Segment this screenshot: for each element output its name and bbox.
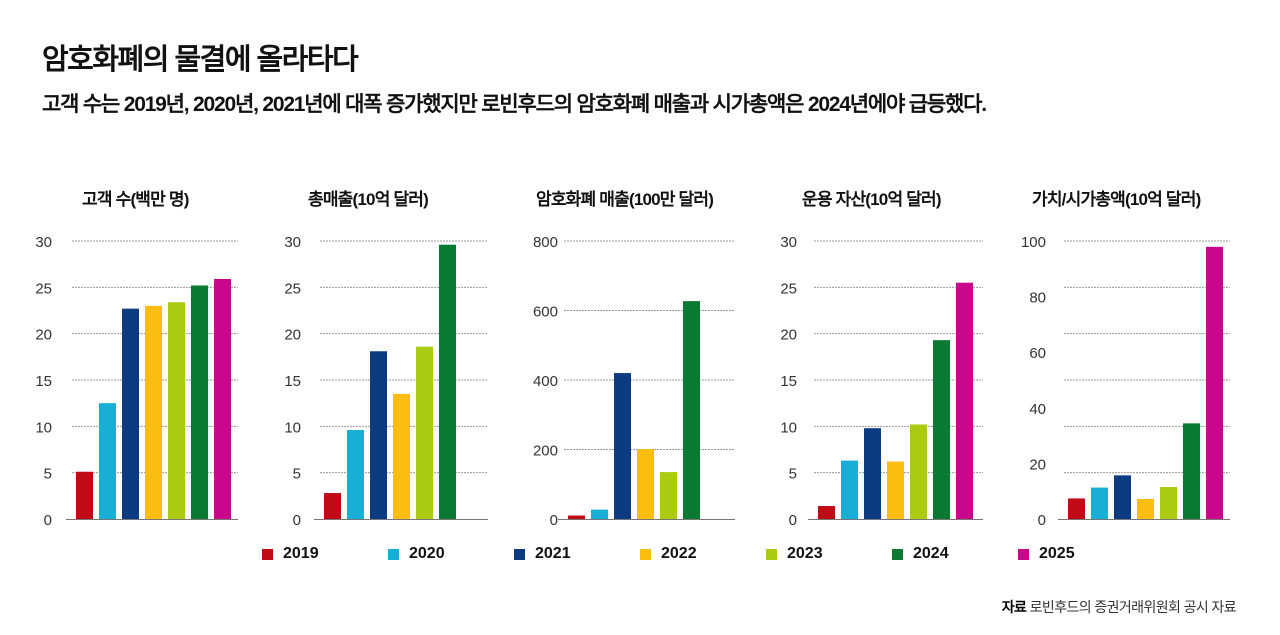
bar-2023 — [168, 302, 185, 519]
legend-label: 2022 — [661, 545, 697, 562]
source-label: 자료 — [1001, 599, 1027, 615]
y-tick-label: 10 — [284, 419, 301, 436]
legend-label: 2021 — [535, 545, 571, 562]
legend-label: 2020 — [409, 545, 445, 562]
y-tick-label: 20 — [1029, 456, 1046, 473]
y-tick-label: 5 — [789, 466, 797, 483]
bar-2024 — [933, 340, 950, 519]
page-subtitle: 고객 수는 2019년, 2020년, 2021년에 대폭 증가했지만 로빈후드… — [42, 93, 987, 116]
y-tick-label: 5 — [44, 466, 52, 483]
y-tick-label: 15 — [780, 373, 797, 390]
bar-2021 — [122, 308, 139, 519]
bar-2020 — [347, 430, 364, 519]
bar-2019 — [324, 493, 341, 519]
bar-2021 — [1114, 475, 1131, 519]
legend-swatch — [766, 548, 777, 560]
legend-item-2025: 2025 — [1018, 545, 1144, 563]
panel-title-crypto-revenue: 암호화폐 매출(100만 달러) — [536, 190, 714, 209]
bar-2023 — [910, 424, 927, 519]
y-tick-label: 60 — [1029, 345, 1046, 362]
y-tick-label: 20 — [284, 327, 301, 344]
y-tick-label: 25 — [284, 280, 301, 297]
bar-2019 — [76, 471, 93, 519]
legend: 2019 2020 2021 2022 2023 2024 2025 — [262, 545, 1144, 563]
bar-2020 — [1091, 487, 1108, 519]
y-tick-label: 20 — [35, 327, 52, 344]
bar-2024 — [439, 244, 456, 519]
y-tick-label: 30 — [35, 234, 52, 251]
y-tick-label: 80 — [1029, 290, 1046, 307]
bar-2022 — [1137, 498, 1154, 519]
bar-2022 — [637, 449, 654, 519]
y-tick-label: 800 — [533, 234, 558, 251]
bar-2019 — [568, 515, 585, 519]
panel-title-assets: 운용 자산(10억 달러) — [802, 190, 942, 209]
y-tick-label: 10 — [780, 419, 797, 436]
legend-item-2021: 2021 — [514, 545, 640, 563]
legend-label: 2023 — [787, 545, 823, 562]
source-text: 로빈후드의 증권거래위원회 공시 자료 — [1029, 599, 1237, 615]
legend-swatch — [262, 548, 273, 560]
y-tick-label: 40 — [1029, 401, 1046, 418]
bar-2020 — [99, 403, 116, 519]
legend-item-2022: 2022 — [640, 545, 766, 563]
legend-item-2020: 2020 — [388, 545, 514, 563]
y-tick-label: 400 — [533, 373, 558, 390]
source-note: 자료 로빈후드의 증권거래위원회 공시 자료 — [1001, 597, 1237, 617]
panel-title-market-cap: 가치/시가총액(10억 달러) — [1032, 190, 1201, 209]
y-tick-label: 15 — [284, 373, 301, 390]
legend-label: 2025 — [1039, 545, 1075, 562]
legend-item-2019: 2019 — [262, 545, 388, 563]
bar-2024 — [191, 285, 208, 519]
y-tick-label: 100 — [1021, 234, 1046, 251]
bar-2025 — [214, 278, 231, 519]
y-tick-label: 25 — [780, 280, 797, 297]
bar-2025 — [1206, 246, 1223, 519]
page-title: 암호화폐의 물결에 올라타다 — [42, 44, 359, 76]
legend-swatch — [388, 548, 399, 560]
legend-item-2024: 2024 — [892, 545, 1018, 563]
legend-swatch — [640, 548, 651, 560]
bar-2023 — [1160, 487, 1177, 519]
y-tick-label: 30 — [284, 234, 301, 251]
legend-item-2023: 2023 — [766, 545, 892, 563]
legend-swatch — [892, 548, 903, 560]
y-tick-label: 600 — [533, 304, 558, 321]
bar-2023 — [660, 472, 677, 519]
y-tick-label: 200 — [533, 443, 558, 460]
legend-swatch — [514, 548, 525, 560]
y-tick-label: 0 — [550, 512, 558, 529]
y-tick-label: 0 — [44, 512, 52, 529]
bar-2022 — [887, 461, 904, 519]
bar-2021 — [864, 428, 881, 519]
y-tick-label: 0 — [293, 512, 301, 529]
bar-2022 — [145, 305, 162, 519]
panel-title-revenue: 총매출(10억 달러) — [308, 190, 429, 209]
y-tick-label: 20 — [780, 327, 797, 344]
y-tick-label: 25 — [35, 280, 52, 297]
bar-2024 — [1183, 423, 1200, 519]
bar-2025 — [956, 282, 973, 519]
y-tick-label: 5 — [293, 466, 301, 483]
bar-2024 — [683, 301, 700, 519]
bar-2020 — [841, 460, 858, 519]
legend-label: 2019 — [283, 545, 319, 562]
bar-2022 — [393, 393, 410, 519]
bar-2019 — [1068, 498, 1085, 519]
bar-2021 — [370, 351, 387, 519]
y-tick-label: 10 — [35, 419, 52, 436]
y-tick-label: 0 — [1038, 512, 1046, 529]
legend-label: 2024 — [913, 545, 949, 562]
bar-2020 — [591, 509, 608, 519]
legend-swatch — [1018, 548, 1029, 560]
y-tick-label: 15 — [35, 373, 52, 390]
bar-2021 — [614, 373, 631, 519]
bar-2023 — [416, 346, 433, 519]
y-tick-label: 30 — [780, 234, 797, 251]
y-tick-label: 0 — [789, 512, 797, 529]
bar-2019 — [818, 506, 835, 519]
panel-title-customers: 고객 수(백만 명) — [82, 190, 189, 209]
